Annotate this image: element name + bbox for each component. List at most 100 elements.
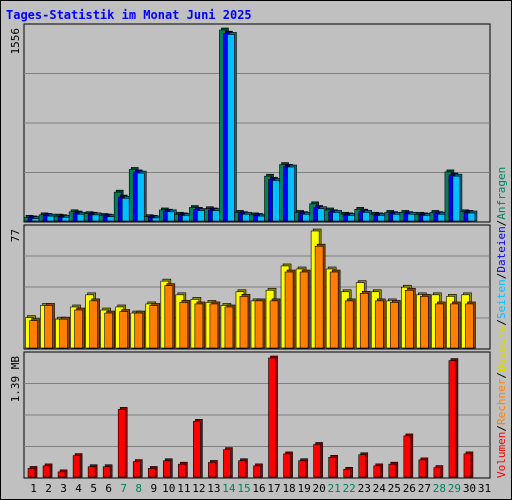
x-tick-label: 28 xyxy=(433,482,446,495)
legend-entry: Volumen xyxy=(495,432,508,478)
bar-volumen-8 xyxy=(132,459,143,478)
bar-seiten-30 xyxy=(467,210,478,222)
legend-entry: Dateien xyxy=(495,226,508,272)
bar-volumen-5 xyxy=(87,464,98,478)
bar-volumen-1 xyxy=(27,466,38,478)
x-tick-label: 14 xyxy=(222,482,236,495)
legend-entry: Besuche xyxy=(495,326,508,372)
legend-entry: / xyxy=(495,220,508,227)
bar-volumen-17 xyxy=(268,355,278,478)
bar-rechner-14 xyxy=(224,304,236,349)
x-tick-label: 8 xyxy=(135,482,142,495)
bar-volumen-15 xyxy=(238,458,248,478)
legend-entry: / xyxy=(495,319,508,326)
bar-volumen-13 xyxy=(208,460,218,478)
panel-0: 1556 xyxy=(9,23,491,223)
legend-entry: / xyxy=(495,372,508,379)
x-tick-label: 23 xyxy=(358,482,371,495)
bar-volumen-26 xyxy=(403,433,414,478)
bar-rechner-5 xyxy=(89,298,100,349)
x-tick-label: 9 xyxy=(150,482,157,495)
bar-volumen-10 xyxy=(163,458,173,478)
bar-seiten-14 xyxy=(227,32,237,222)
bar-volumen-23 xyxy=(358,452,369,478)
bar-rechner-21 xyxy=(329,269,341,349)
x-tick-label: 7 xyxy=(120,482,127,495)
bar-volumen-7 xyxy=(117,407,128,478)
bar-volumen-14 xyxy=(223,447,233,478)
bar-rechner-22 xyxy=(344,298,356,349)
legend-text: Volumen/Rechner/Besuche/Seiten/Dateien/A… xyxy=(495,167,508,478)
x-tick-label: 29 xyxy=(448,482,461,495)
x-tick-label: 25 xyxy=(388,482,401,495)
x-tick-label: 3 xyxy=(60,482,67,495)
bar-volumen-9 xyxy=(147,466,158,478)
legend-entry: Seiten xyxy=(495,279,508,319)
x-tick-label: 13 xyxy=(207,482,220,495)
legend-vertical: Volumen/Rechner/Besuche/Seiten/Dateien/A… xyxy=(495,167,508,478)
bar-rechner-26 xyxy=(405,287,416,349)
bar-volumen-4 xyxy=(72,453,83,478)
bar-rechner-3 xyxy=(59,316,70,349)
bar-volumen-3 xyxy=(57,469,68,478)
x-tick-label: 2 xyxy=(45,482,52,495)
x-tick-label: 30 xyxy=(463,482,476,495)
bar-rechner-9 xyxy=(149,303,161,349)
x-tick-label: 15 xyxy=(237,482,250,495)
bar-volumen-20 xyxy=(313,442,323,478)
bar-volumen-11 xyxy=(178,461,188,478)
x-tick-label: 6 xyxy=(105,482,112,495)
bar-rechner-20 xyxy=(314,243,326,349)
x-tick-label: 31 xyxy=(478,482,491,495)
bar-volumen-30 xyxy=(463,451,474,478)
bar-volumen-27 xyxy=(418,457,429,478)
x-tick-label: 12 xyxy=(192,482,205,495)
x-tick-label: 26 xyxy=(403,482,416,495)
bar-rechner-29 xyxy=(450,301,461,349)
chart-title: Tages-Statistik im Monat Juni 2025 xyxy=(6,8,252,22)
bar-volumen-6 xyxy=(102,464,113,478)
x-tick-label: 19 xyxy=(297,482,310,495)
x-tick-label: 11 xyxy=(177,482,190,495)
bar-volumen-22 xyxy=(343,466,353,478)
bar-rechner-18 xyxy=(284,269,296,349)
bar-rechner-2 xyxy=(44,303,55,349)
bar-volumen-2 xyxy=(42,463,53,478)
x-tick-label: 1 xyxy=(30,482,37,495)
bar-volumen-16 xyxy=(253,463,263,478)
bar-rechner-11 xyxy=(179,300,191,349)
bar-rechner-10 xyxy=(164,283,176,349)
panel-2: 1.39 MB xyxy=(9,351,491,479)
x-tick-label: 27 xyxy=(418,482,431,495)
panel-1: 77 xyxy=(9,224,491,350)
bar-volumen-25 xyxy=(388,461,399,478)
bar-rechner-6 xyxy=(104,310,115,349)
bar-rechner-24 xyxy=(374,298,386,349)
bar-volumen-28 xyxy=(433,465,444,478)
x-tick-label: 18 xyxy=(282,482,295,495)
bar-volumen-12 xyxy=(193,419,203,478)
bar-rechner-8 xyxy=(134,310,146,349)
bar-rechner-1 xyxy=(29,318,40,349)
bar-rechner-23 xyxy=(359,290,371,349)
bar-rechner-15 xyxy=(239,294,251,349)
bar-seiten-18 xyxy=(287,164,297,222)
bar-rechner-27 xyxy=(420,294,431,349)
legend-entry: Rechner xyxy=(495,378,508,425)
bar-volumen-29 xyxy=(448,358,459,478)
x-axis-labels: 1 2 3 4 5 6 7 8 9 10 11 12 13 14 15 16 17 18 19 20 21 22 23 24 2… xyxy=(30,482,491,495)
x-tick-label: 21 xyxy=(328,482,341,495)
bar-rechner-28 xyxy=(435,301,446,349)
bar-rechner-12 xyxy=(194,301,206,349)
bar-rechner-16 xyxy=(254,298,266,349)
x-tick-label: 17 xyxy=(267,482,280,495)
bar-seiten-29 xyxy=(452,173,463,222)
legend-entry: / xyxy=(495,273,508,280)
bar-volumen-19 xyxy=(298,458,308,478)
x-tick-label: 16 xyxy=(252,482,265,495)
bar-rechner-13 xyxy=(209,301,221,349)
panel-max-label: 77 xyxy=(9,229,22,242)
bar-rechner-4 xyxy=(74,307,85,349)
bar-seiten-8 xyxy=(136,170,147,222)
